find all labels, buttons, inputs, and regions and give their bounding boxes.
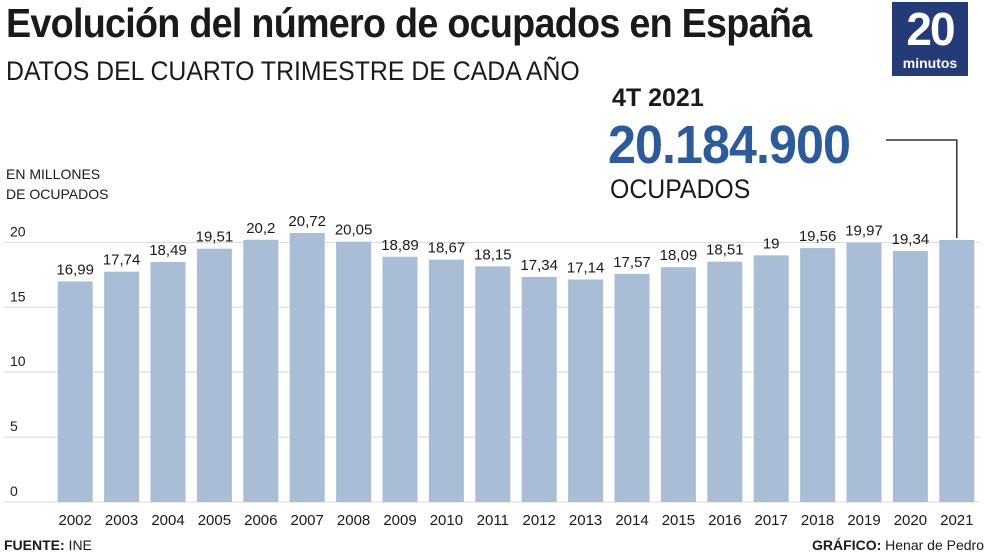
bar-2006 [243, 239, 279, 502]
data-label-2008: 20,05 [335, 222, 373, 239]
brand-logo: 20 minutos [892, 2, 968, 76]
x-tick-label-2012: 2012 [523, 512, 556, 529]
data-label-2007: 20,72 [288, 213, 326, 230]
bar-2021 [939, 239, 975, 502]
data-label-2019: 19,97 [845, 223, 883, 240]
data-label-2013: 17,14 [567, 259, 605, 276]
bar-2020 [892, 250, 928, 502]
chart-subtitle: DATOS DEL CUARTO TRIMESTRE DE CADA AÑO [6, 56, 580, 86]
bar-2004 [150, 261, 186, 502]
x-tick-label-2004: 2004 [151, 512, 184, 529]
data-label-2012: 17,34 [520, 257, 558, 274]
y-tick-label: 20 [10, 223, 26, 239]
y-axis-unit-label: EN MILLONES DE OCUPADOS [6, 164, 108, 204]
x-tick-label-2007: 2007 [291, 512, 324, 529]
x-tick-label-2015: 2015 [662, 512, 695, 529]
highlight-period: 4T 2021 [612, 84, 704, 112]
x-tick-label-2021: 2021 [940, 512, 973, 529]
data-labels: 16,99 17,74 18,49 19,51 20,2 20,72 20,05 18,89 1… [56, 213, 929, 278]
bar-2002 [57, 281, 93, 502]
bar-2007 [289, 233, 325, 502]
data-label-2004: 18,49 [149, 242, 187, 259]
data-label-2014: 17,57 [613, 254, 651, 271]
x-tick-label-2019: 2019 [847, 512, 880, 529]
x-tick-label-2003: 2003 [105, 512, 138, 529]
bar-2018 [800, 248, 836, 502]
source-label: FUENTE: [4, 537, 65, 553]
bar-2010 [428, 259, 464, 502]
x-tick-label-2020: 2020 [894, 512, 927, 529]
x-tick-label-2010: 2010 [430, 512, 463, 529]
data-label-2017: 19 [763, 235, 780, 252]
data-label-2011: 18,15 [474, 246, 512, 263]
x-tick-label-2014: 2014 [615, 512, 648, 529]
y-tick-label: 10 [10, 353, 26, 369]
bar-2008 [336, 241, 372, 502]
bar-2013 [568, 279, 604, 502]
x-axis-ticks: 2002 2003 2004 2005 2006 2007 2008 2009 2010 2011… [59, 512, 974, 529]
x-tick-label-2006: 2006 [244, 512, 277, 529]
data-label-2006: 20,2 [246, 220, 275, 237]
unit-label-line2: DE OCUPADOS [6, 186, 109, 202]
data-label-2010: 18,67 [428, 240, 466, 257]
bar-2015 [660, 267, 696, 502]
data-label-2003: 17,74 [103, 252, 141, 269]
bar-2014 [614, 273, 650, 502]
bar-2005 [196, 248, 232, 502]
data-label-2009: 18,89 [381, 237, 419, 254]
x-tick-label-2017: 2017 [755, 512, 788, 529]
y-axis-ticks: 0 5 10 15 20 [10, 223, 26, 499]
bar-2009 [382, 256, 418, 502]
y-tick-label: 15 [10, 288, 26, 304]
logo-word: minutos [902, 55, 958, 71]
bar-2017 [753, 255, 789, 502]
bar-2003 [104, 271, 140, 502]
x-tick-label-2009: 2009 [383, 512, 416, 529]
logo-number: 20 [906, 3, 955, 55]
highlight-leader-line [886, 139, 958, 238]
bars [57, 233, 975, 502]
highlight-unit: OCUPADOS [610, 174, 751, 204]
credit-note: GRÁFICO: Henar de Pedro [812, 537, 984, 553]
data-label-2015: 18,09 [660, 247, 698, 264]
credit-label: GRÁFICO: [812, 537, 882, 553]
data-label-2005: 19,51 [196, 229, 234, 246]
x-tick-label-2016: 2016 [708, 512, 741, 529]
bar-2016 [707, 261, 743, 502]
x-tick-label-2013: 2013 [569, 512, 602, 529]
highlight-value: 20.184.900 [608, 115, 851, 175]
data-label-2018: 19,56 [799, 228, 837, 245]
source-value: INE [64, 537, 92, 553]
y-tick-label: 5 [10, 418, 18, 434]
y-tick-label: 0 [10, 483, 18, 499]
x-tick-label-2008: 2008 [337, 512, 370, 529]
bar-2019 [846, 242, 882, 502]
data-label-2016: 18,51 [706, 242, 744, 259]
data-label-2002: 16,99 [56, 261, 94, 278]
data-label-2020: 19,34 [892, 231, 930, 248]
credit-value: Henar de Pedro [881, 537, 984, 553]
x-tick-label-2005: 2005 [198, 512, 231, 529]
chart-title: Evolución del número de ocupados en Espa… [6, 0, 812, 46]
unit-label-line1: EN MILLONES [6, 166, 101, 182]
source-note: FUENTE: INE [4, 537, 92, 553]
x-tick-label-2011: 2011 [477, 512, 509, 529]
x-tick-label-2002: 2002 [59, 512, 92, 529]
bar-2011 [475, 266, 511, 502]
bar-2012 [521, 276, 557, 502]
x-tick-label-2018: 2018 [801, 512, 834, 529]
